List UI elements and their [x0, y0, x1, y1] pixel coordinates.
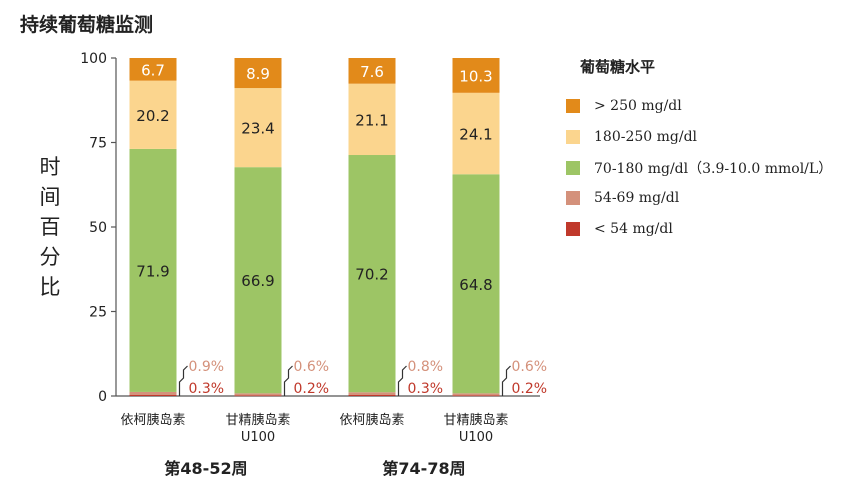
- bar-segment: [452, 393, 500, 396]
- y-tick-label: 0: [98, 389, 107, 405]
- legend-label: < 54 mg/dl: [594, 221, 673, 238]
- legend-title: 葡萄糖水平: [580, 58, 656, 76]
- data-label: 0.3%: [408, 381, 444, 397]
- data-label: 71.9: [136, 262, 169, 280]
- bar-segment: [234, 393, 282, 396]
- x-tick-label: 依柯胰岛素: [339, 412, 404, 428]
- x-tick-label: 甘精胰岛素: [225, 412, 290, 428]
- y-tick-label: 100: [80, 51, 107, 67]
- data-label: 0.6%: [294, 359, 330, 375]
- bar-segment: [348, 83, 396, 156]
- legend-item: 54-69 mg/dl: [566, 183, 832, 214]
- x-group-label: 第48-52周: [164, 459, 247, 478]
- bar-segment: [129, 391, 177, 395]
- data-labels: 71.9 20.2 6.7 0.9% 0.3% 66.9 23.4 8.9 0.6% 0.2% 70…: [136, 61, 547, 397]
- x-group-label: 第74-78周: [382, 459, 465, 478]
- legend-label: 54-69 mg/dl: [594, 190, 680, 207]
- legend-items: > 250 mg/dl 180-250 mg/dl 70-180 mg/dl（3.9…: [566, 91, 832, 244]
- x-tick-label: 依柯胰岛素: [120, 412, 185, 428]
- legend-item: 180-250 mg/dl: [566, 122, 832, 153]
- x-tick-label: 甘精胰岛素: [443, 412, 508, 428]
- data-label: 21.1: [355, 111, 388, 129]
- data-label: 0.8%: [408, 359, 444, 375]
- bar-segment: [129, 58, 177, 81]
- bar-segment: [452, 92, 500, 175]
- bar-segment: [234, 395, 282, 397]
- legend-label: > 250 mg/dl: [594, 98, 682, 115]
- bar-segment: [452, 58, 500, 93]
- data-label: 66.9: [241, 272, 274, 290]
- data-label: 0.6%: [512, 359, 548, 375]
- legend-label: 180-250 mg/dl: [594, 129, 698, 146]
- bars: [129, 58, 500, 397]
- legend-item: > 250 mg/dl: [566, 91, 832, 122]
- bar-segment: [348, 58, 396, 84]
- label-bracket: [178, 365, 188, 396]
- x-tick-label: U100: [241, 430, 275, 445]
- legend-swatch: [566, 130, 580, 145]
- x-tick-label: U100: [459, 430, 493, 445]
- data-label: 7.6: [360, 63, 384, 81]
- bar-segment: [129, 394, 177, 396]
- data-label: 8.9: [246, 65, 270, 83]
- data-label: 6.7: [141, 61, 165, 79]
- bar-segment: [234, 167, 282, 394]
- data-label: 0.2%: [294, 381, 330, 397]
- legend-swatch: [566, 222, 580, 237]
- data-label: 23.4: [241, 120, 274, 138]
- bar-segment: [452, 174, 500, 394]
- bar-segment: [234, 58, 282, 89]
- bar-segment: [452, 395, 500, 397]
- legend-item: < 54 mg/dl: [566, 214, 832, 245]
- legend-label: 70-180 mg/dl（3.9-10.0 mmol/L）: [594, 160, 833, 177]
- bar-segment: [234, 88, 282, 168]
- y-tick-label: 25: [89, 305, 107, 321]
- y-tick-label: 75: [89, 136, 107, 152]
- x-axis: 依柯胰岛素 甘精胰岛素 U100 依柯胰岛素 甘精胰岛素 U100 第48-52周 第74-7…: [120, 412, 508, 478]
- bar-segment: [129, 80, 177, 149]
- bar-segment: [348, 155, 396, 393]
- data-label: 64.8: [459, 276, 492, 294]
- legend: 葡萄糖水平 > 250 mg/dl 180-250 mg/dl 70-180 mg/…: [566, 56, 832, 244]
- bar-segment: [129, 148, 177, 392]
- data-label: 0.2%: [512, 381, 548, 397]
- label-bracket: [283, 365, 293, 396]
- label-bracket: [501, 365, 511, 396]
- y-tick-label: 50: [89, 220, 107, 236]
- label-bracket: [397, 365, 407, 396]
- bar-segment: [348, 394, 396, 396]
- data-label: 70.2: [355, 266, 388, 284]
- legend-item: 70-180 mg/dl（3.9-10.0 mmol/L）: [566, 152, 832, 183]
- legend-swatch: [566, 191, 580, 206]
- data-label: 0.3%: [189, 381, 225, 397]
- data-label: 20.2: [136, 107, 169, 125]
- chart-title: 持续葡萄糖监测: [20, 14, 154, 36]
- y-axis: 0 25 50 75 100: [80, 51, 540, 405]
- legend-swatch: [566, 160, 580, 175]
- y-axis-label: 时 间 百 分 比: [39, 155, 61, 299]
- data-label: 24.1: [459, 126, 492, 144]
- data-label: 10.3: [459, 67, 492, 85]
- data-label: 0.9%: [189, 359, 225, 375]
- bar-segment: [348, 392, 396, 395]
- legend-swatch: [566, 99, 580, 114]
